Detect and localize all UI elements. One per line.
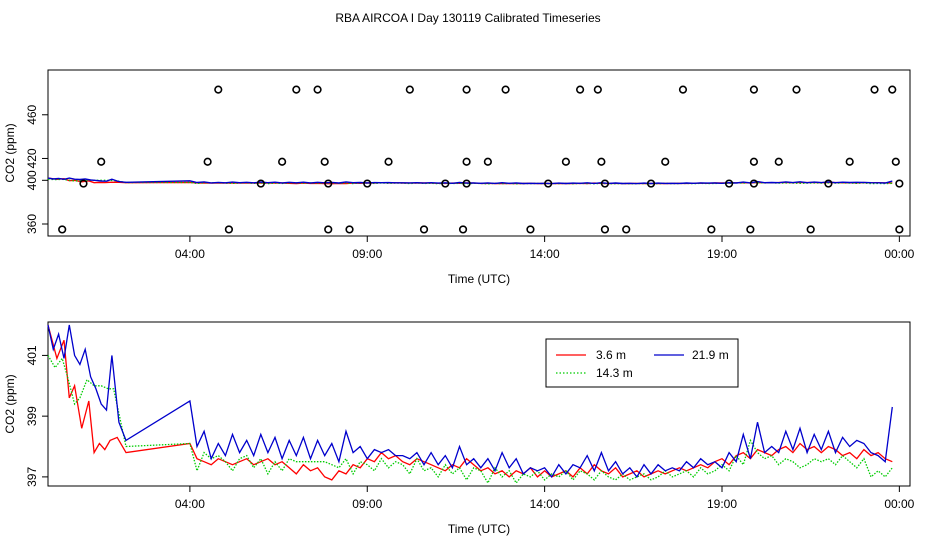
top-scatter-point-32 [501,85,510,94]
top-scatter-point-45 [462,179,471,188]
bottom-x-axis: 04:00 09:00 14:00 19:00 00:00 [175,486,915,511]
top-x-tick-label-3: 19:00 [707,247,737,261]
top-scatter-point-46 [544,179,553,188]
top-scatter-points [58,85,904,234]
top-scatter-point-30 [405,85,414,94]
top-scatter-point-14 [561,157,571,166]
top-y-tick-label-0: 360 [25,214,39,234]
top-x-tick-label-2: 14:00 [530,247,560,261]
top-scatter-point-52 [895,179,904,188]
bottom-x-tick-label-1: 09:00 [352,497,382,511]
top-scatter-point-15 [600,225,610,234]
top-scatter-point-6 [345,225,354,234]
top-scatter-point-12 [483,157,492,166]
top-scatter-point-7 [324,225,333,234]
bottom-y-tick-label-1: 399 [25,406,39,426]
top-scatter-point-4 [278,157,287,166]
top-scatter-point-24 [845,157,854,166]
top-scatter-point-1 [97,157,106,166]
bottom-x-tick-label-4: 00:00 [884,497,914,511]
top-scatter-point-40 [79,179,88,188]
top-scatter-point-5 [320,157,329,166]
bottom-y-tick-label-2: 401 [25,345,39,365]
bottom-series-line-0 [47,324,893,481]
top-scatter-point-47 [600,179,610,188]
top-scatter-point-17 [622,225,631,234]
top-scatter-point-9 [419,225,429,234]
bottom-y-axis-label: CO2 (ppm) [3,374,17,433]
top-scatter-point-39 [888,85,897,94]
top-scatter-point-13 [526,225,535,234]
top-scatter-point-8 [384,157,393,166]
top-scatter-point-11 [462,157,471,166]
top-x-tick-label-0: 04:00 [175,247,205,261]
top-scatter-point-36 [749,85,759,94]
legend-label-21-9m: 21.9 m [692,348,729,362]
top-scatter-point-50 [749,179,759,188]
bottom-x-tick-label-0: 04:00 [175,497,205,511]
top-scatter-point-23 [806,225,815,234]
bottom-x-tick-label-2: 14:00 [530,497,560,511]
top-scatter-point-21 [749,157,759,166]
top-scatter-point-33 [575,85,585,94]
top-panel: 360 400 420 460 04:00 09:00 14:00 19:00 00:00 T… [3,69,915,286]
bottom-series-line-2 [47,324,893,479]
bottom-series-line-1 [47,355,893,485]
top-scatter-point-26 [895,225,904,234]
top-scatter-point-35 [678,85,688,94]
top-scatter-point-42 [324,179,333,188]
top-scatter-point-31 [462,85,471,94]
bottom-y-tick-label-0: 397 [25,467,39,487]
top-scatter-point-18 [661,157,670,166]
bottom-y-axis: 397 399 401 [25,345,48,487]
top-scatter-point-28 [292,85,301,94]
top-scatter-point-16 [597,157,606,166]
bottom-x-axis-label: Time (UTC) [448,522,510,536]
bottom-series-lines [47,324,893,485]
top-scatter-point-22 [774,157,783,166]
top-scatter-point-48 [646,179,656,188]
top-y-axis: 360 400 420 460 [25,104,48,234]
legend-label-3-6m: 3.6 m [596,348,626,362]
top-scatter-point-51 [824,179,833,188]
top-scatter-point-2 [224,225,234,234]
legend-label-14-3m: 14.3 m [596,366,633,380]
legend-box [545,338,739,388]
top-y-tick-label-3: 460 [25,104,39,124]
top-scatter-point-10 [458,225,468,234]
top-scatter-point-49 [724,179,734,188]
top-scatter-point-38 [870,85,879,94]
top-x-axis-label: Time (UTC) [448,272,510,286]
top-scatter-point-20 [746,225,755,234]
chart-title: RBA AIRCOA I Day 130119 Calibrated Times… [335,11,600,25]
top-x-tick-label-1: 09:00 [352,247,382,261]
top-scatter-point-19 [707,225,716,234]
top-plot-frame [47,69,911,237]
top-scatter-point-29 [313,85,322,94]
bottom-x-tick-label-3: 19:00 [707,497,737,511]
top-scatter-point-27 [214,85,223,94]
top-scatter-point-44 [441,179,450,188]
top-x-tick-label-4: 00:00 [884,247,914,261]
top-scatter-point-0 [58,225,67,234]
top-y-tick-label-2: 420 [25,148,39,168]
top-scatter-point-41 [256,179,265,188]
top-scatter-point-34 [593,85,602,94]
top-scatter-point-43 [363,179,372,188]
bottom-plot-frame [47,321,911,487]
top-y-axis-label: CO2 (ppm) [3,123,17,182]
top-scatter-point-25 [891,157,900,166]
top-scatter-point-37 [792,85,801,94]
legend: 3.6 m 14.3 m 21.9 m [545,338,739,388]
bottom-panel: 397 399 401 04:00 09:00 14:00 19:00 00:00 Time… [3,321,915,536]
top-y-tick-label-1: 400 [25,170,39,190]
top-x-axis: 04:00 09:00 14:00 19:00 00:00 [175,236,915,261]
top-scatter-point-3 [203,157,212,166]
